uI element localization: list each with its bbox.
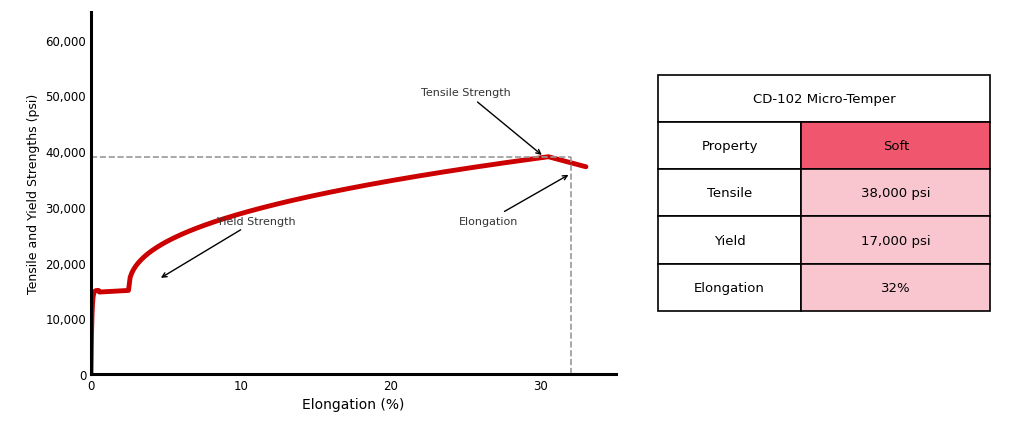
Bar — [658, 217, 802, 264]
Text: Yield Strength: Yield Strength — [162, 216, 295, 277]
Bar — [802, 264, 991, 311]
Text: CD-102 Micro-Temper: CD-102 Micro-Temper — [753, 93, 896, 106]
Text: Yield: Yield — [714, 234, 745, 247]
Text: 32%: 32% — [882, 281, 911, 294]
Bar — [802, 217, 991, 264]
Text: Elongation: Elongation — [695, 281, 765, 294]
Text: Elongation: Elongation — [459, 176, 567, 226]
Bar — [802, 123, 991, 170]
X-axis label: Elongation (%): Elongation (%) — [302, 397, 404, 412]
Text: Tensile Strength: Tensile Strength — [421, 88, 541, 155]
Bar — [658, 264, 802, 311]
Text: 38,000 psi: 38,000 psi — [861, 187, 931, 200]
Bar — [658, 76, 991, 123]
Text: 17,000 psi: 17,000 psi — [861, 234, 931, 247]
Text: Tensile: Tensile — [707, 187, 752, 200]
Text: Property: Property — [702, 140, 758, 153]
Bar — [802, 170, 991, 217]
Y-axis label: Tensile and Yield Strengths (psi): Tensile and Yield Strengths (psi) — [27, 94, 39, 293]
Bar — [658, 123, 802, 170]
Text: Soft: Soft — [883, 140, 909, 153]
Bar — [658, 170, 802, 217]
